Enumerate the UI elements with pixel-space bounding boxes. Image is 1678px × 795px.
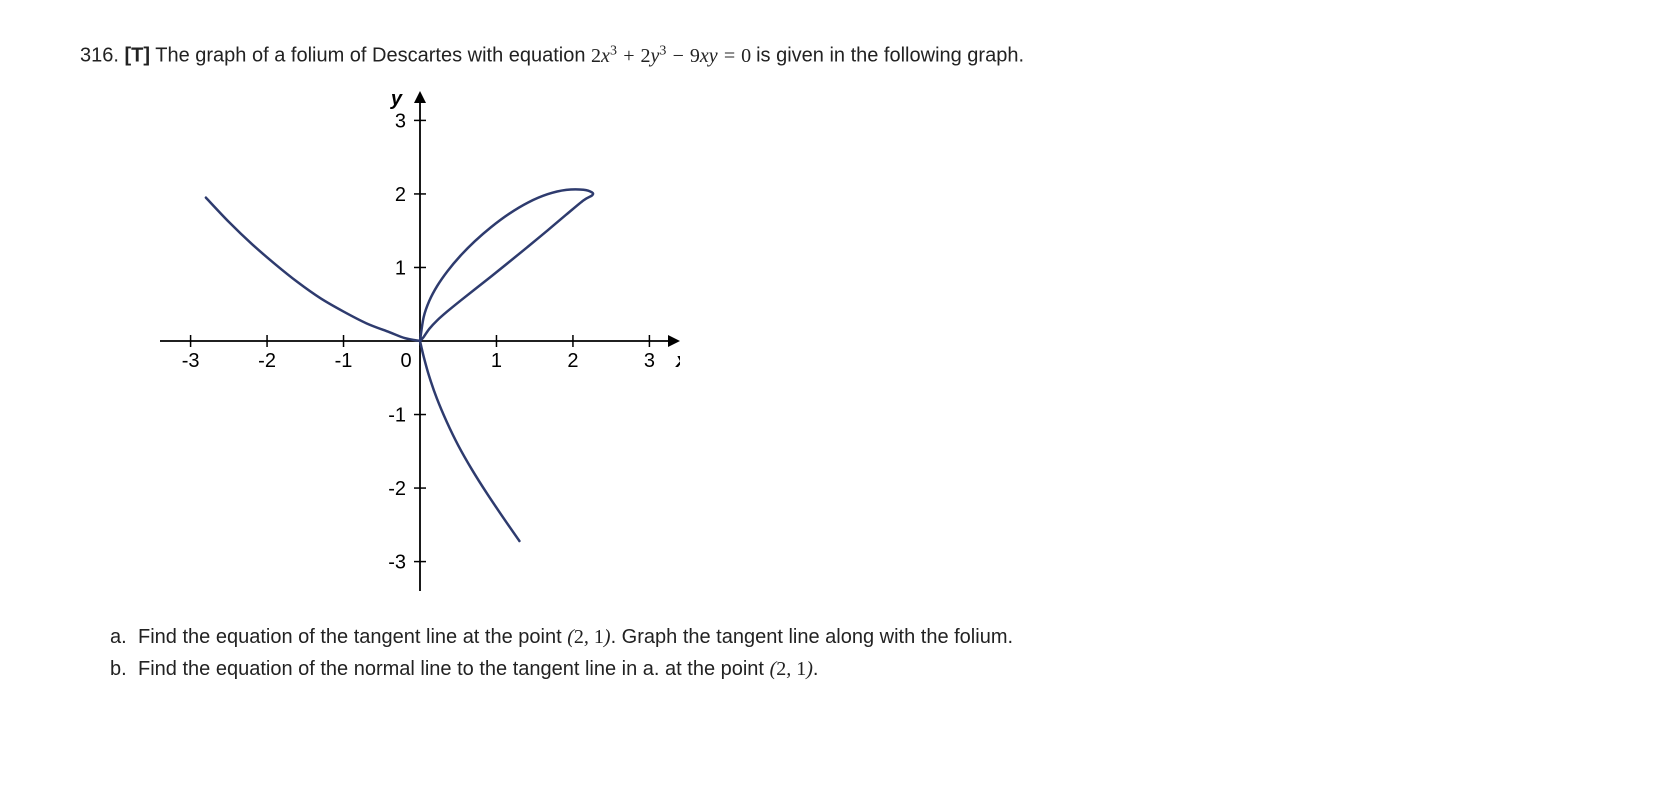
part-b-label: b. <box>110 653 132 685</box>
part-a-point: (2, 1) <box>567 626 610 648</box>
svg-text:-2: -2 <box>258 350 276 372</box>
svg-text:-1: -1 <box>335 350 353 372</box>
svg-text:2: 2 <box>395 184 406 206</box>
svg-text:3: 3 <box>395 110 406 132</box>
part-b: b. Find the equation of the normal line … <box>110 653 1598 685</box>
part-b-body: Find the equation of the normal line to … <box>138 653 818 685</box>
problem-intro: The graph of a folium of Descartes with … <box>155 45 585 67</box>
part-a-body: Find the equation of the tangent line at… <box>138 621 1013 653</box>
equation: 2x3 + 2y3 − 9xy = 0 <box>591 45 756 67</box>
svg-text:-3: -3 <box>388 551 406 573</box>
parts-list: a. Find the equation of the tangent line… <box>80 621 1598 685</box>
svg-text:y: y <box>390 91 403 110</box>
problem-number: 316. <box>80 45 119 67</box>
svg-text:1: 1 <box>395 257 406 279</box>
problem-tag: [T] <box>125 45 151 67</box>
part-a: a. Find the equation of the tangent line… <box>110 621 1598 653</box>
problem-tail: is given in the following graph. <box>756 45 1024 67</box>
svg-text:3: 3 <box>644 350 655 372</box>
svg-text:2: 2 <box>567 350 578 372</box>
chart-svg: -3 -2 -1 0 1 2 3 1 2 3 -1 -2 -3 x y <box>160 91 680 591</box>
part-a-label: a. <box>110 621 132 653</box>
svg-text:0: 0 <box>400 350 411 372</box>
svg-text:-2: -2 <box>388 478 406 500</box>
svg-text:x: x <box>675 350 680 372</box>
folium-chart: -3 -2 -1 0 1 2 3 1 2 3 -1 -2 -3 x y <box>160 91 1598 591</box>
svg-text:-1: -1 <box>388 404 406 426</box>
part-b-point: (2, 1) <box>770 658 813 680</box>
svg-text:1: 1 <box>491 350 502 372</box>
problem-statement: 316. [T] The graph of a folium of Descar… <box>80 40 1598 71</box>
svg-text:-3: -3 <box>182 350 200 372</box>
